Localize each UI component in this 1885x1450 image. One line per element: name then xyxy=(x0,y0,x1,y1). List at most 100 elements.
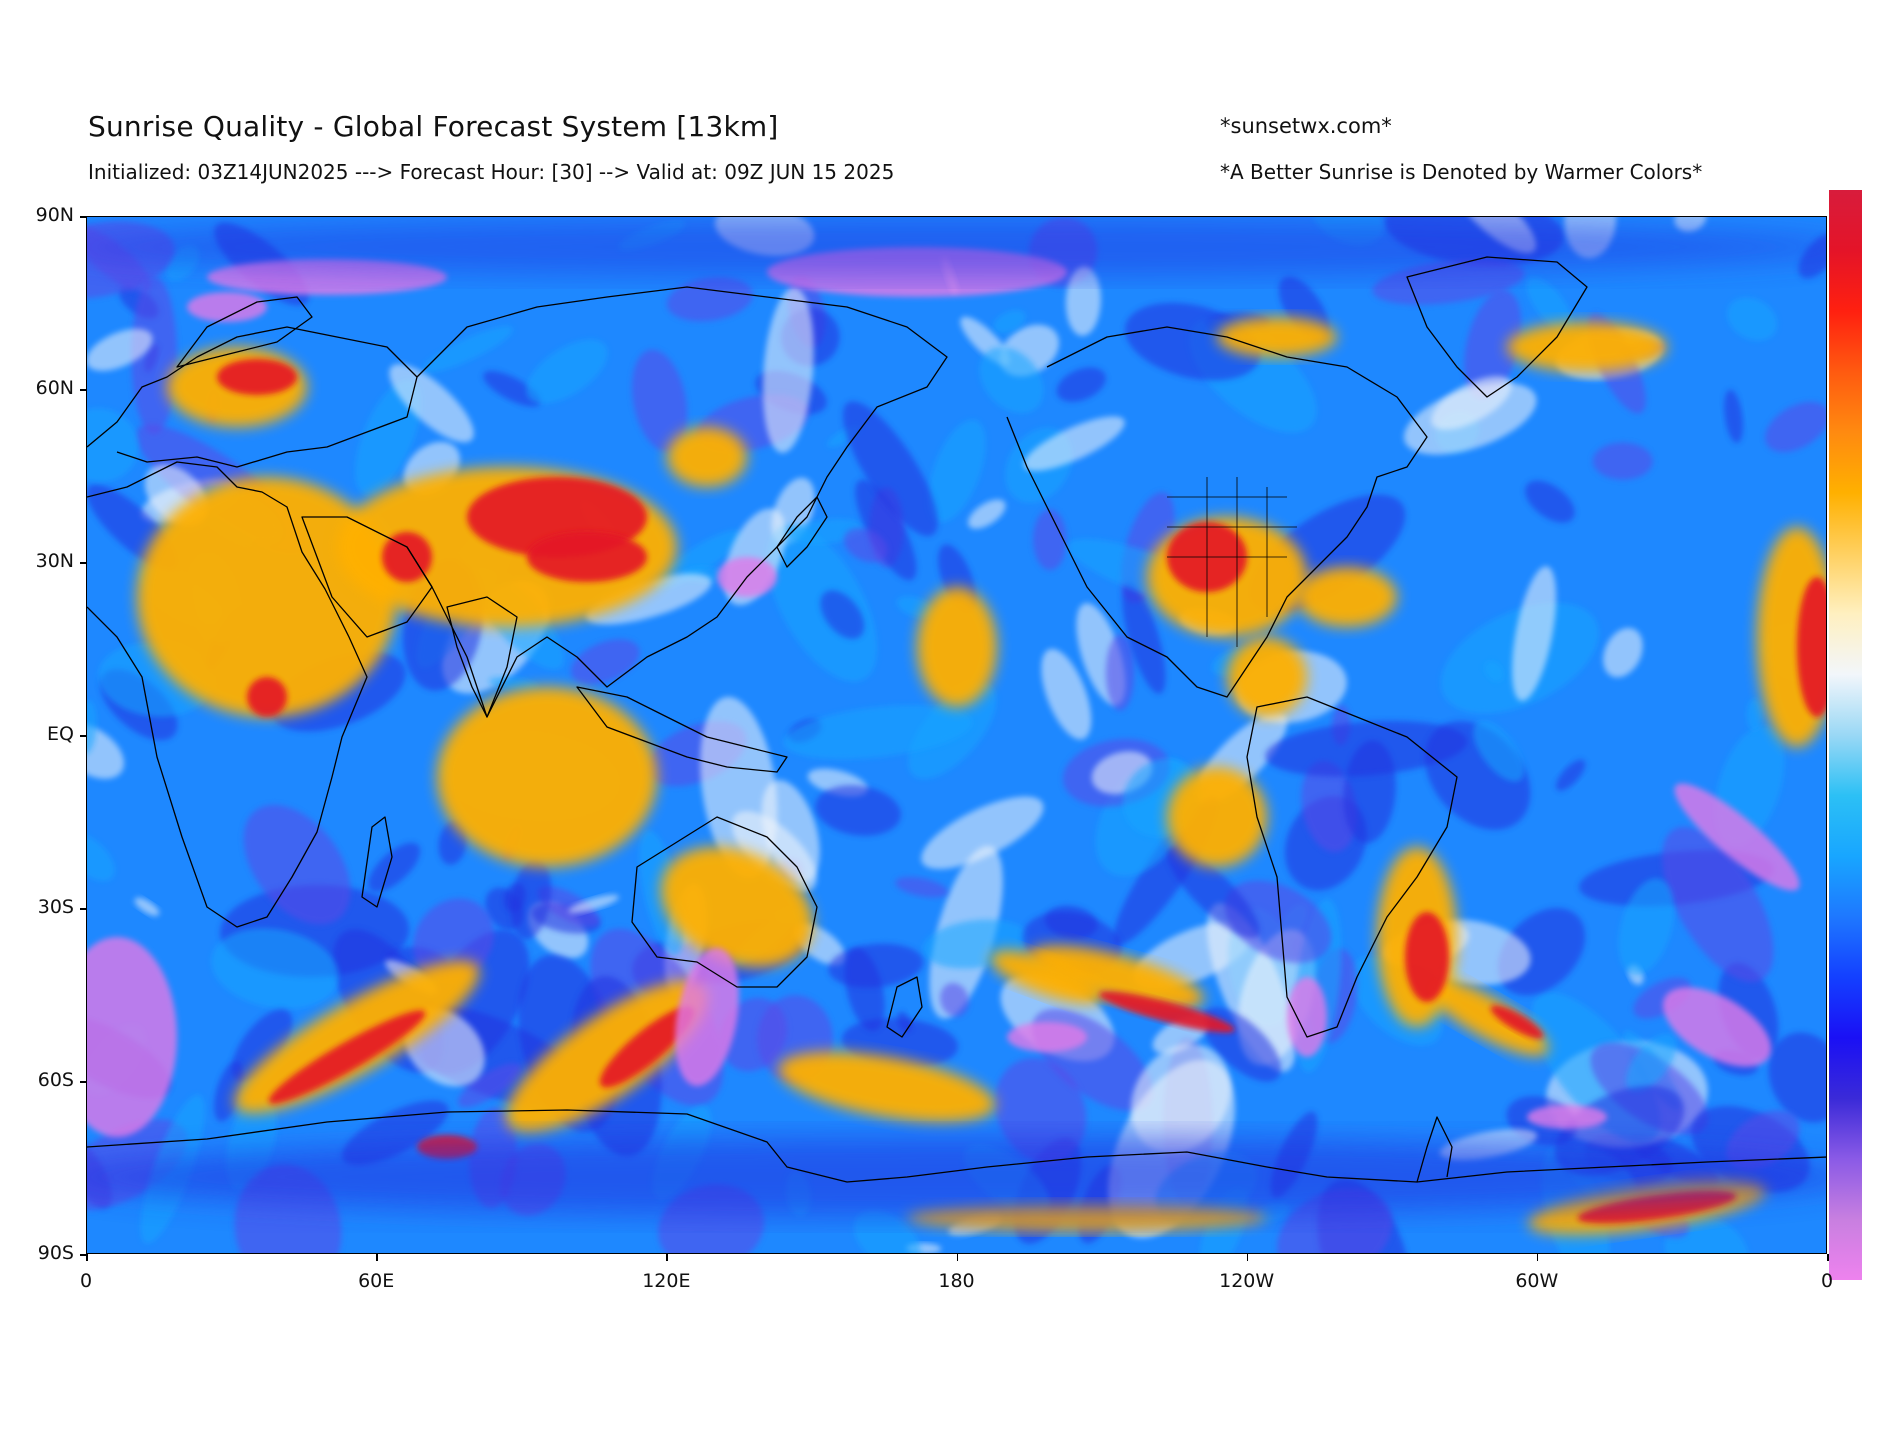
map-canvas xyxy=(87,217,1826,1253)
field-patch xyxy=(87,833,115,882)
field-patch xyxy=(853,1209,921,1253)
chart-title: Sunrise Quality - Global Forecast System… xyxy=(88,110,779,143)
field-patch xyxy=(1167,846,1260,939)
coast-scandinavia xyxy=(176,296,313,368)
field-patch xyxy=(1592,442,1653,480)
field-patch xyxy=(667,427,747,487)
field-patch xyxy=(778,1051,996,1123)
color-note: *A Better Sunrise is Denoted by Warmer C… xyxy=(1220,160,1703,184)
field-patch xyxy=(1746,698,1763,732)
lat-tick-mark xyxy=(80,1081,86,1083)
field-patch xyxy=(137,477,397,717)
field-patch xyxy=(783,705,973,760)
field-patch xyxy=(537,886,600,927)
field-patch xyxy=(675,947,739,1087)
field-patch xyxy=(134,897,160,916)
field-patch xyxy=(1167,767,1267,867)
field-patch xyxy=(1507,322,1667,372)
field-patch xyxy=(843,527,888,563)
field-patch xyxy=(389,364,474,443)
field-patch xyxy=(660,846,814,968)
forecast-map[interactable] xyxy=(86,216,1827,1254)
field-patch xyxy=(1297,567,1397,627)
coast-greenland xyxy=(1406,256,1588,398)
field-patch xyxy=(1217,317,1337,357)
field-patch xyxy=(217,359,297,395)
field-patch xyxy=(1105,634,1135,711)
field-patch xyxy=(1727,297,1778,341)
lat-tick-label: 90S xyxy=(37,1242,74,1264)
field-patch xyxy=(979,347,1044,414)
field-patch xyxy=(437,687,657,867)
field-patch xyxy=(483,370,541,407)
field-patch xyxy=(1527,1105,1607,1129)
coast-asia xyxy=(406,286,948,718)
field-patch xyxy=(87,328,153,371)
coastlines xyxy=(87,256,1826,1183)
field-patch xyxy=(1029,945,1205,1009)
field-patch xyxy=(422,326,513,373)
lon-tick-label: 60W xyxy=(1515,1270,1559,1292)
field-patch xyxy=(187,292,267,322)
field-patch xyxy=(510,858,552,940)
field-patch xyxy=(1626,1033,1677,1093)
field-patch xyxy=(87,937,177,1137)
coast-japan xyxy=(776,496,828,568)
coast-arabia xyxy=(301,516,433,638)
field-patch xyxy=(1056,367,1106,402)
field-patch xyxy=(568,894,619,914)
field-patch xyxy=(700,696,778,878)
coast-madagascar xyxy=(361,816,393,908)
field-patch xyxy=(1674,783,1800,891)
lon-tick-mark xyxy=(1827,1254,1829,1261)
forecast-subtitle: Initialized: 03Z14JUN2025 ---> Forecast … xyxy=(88,160,895,184)
field-patch xyxy=(87,408,139,483)
site-credit: *sunsetwx.com* xyxy=(1220,114,1392,138)
coast-africa xyxy=(87,461,368,928)
field-patch xyxy=(1765,401,1826,453)
field-patch xyxy=(1768,1032,1826,1123)
lon-tick-label: 120W xyxy=(1219,1270,1275,1292)
field-patch xyxy=(506,980,708,1134)
field-patch xyxy=(917,587,997,707)
field-patch xyxy=(815,785,901,836)
lon-tick-label: 0 xyxy=(1820,1270,1834,1292)
field-patch xyxy=(585,573,712,625)
lon-tick-label: 0 xyxy=(79,1270,93,1292)
field-patch xyxy=(526,339,608,404)
field-patch xyxy=(1633,977,1691,1019)
field-patch xyxy=(1724,389,1743,443)
lat-tick-label: 60N xyxy=(35,377,74,399)
field-patch xyxy=(1662,987,1772,1067)
lat-tick-mark xyxy=(80,562,86,564)
coast-indonesia xyxy=(576,686,788,773)
lon-tick-mark xyxy=(376,1254,378,1261)
field-patch xyxy=(1526,277,1574,334)
lat-tick-mark xyxy=(80,908,86,910)
field-patch xyxy=(895,877,948,898)
field-patch xyxy=(243,804,351,925)
coast-india xyxy=(446,596,518,718)
field-patch xyxy=(1227,637,1307,717)
field-patch xyxy=(131,276,177,435)
field-patch xyxy=(87,1137,1826,1217)
field-patch xyxy=(1023,416,1125,471)
lon-tick-mark xyxy=(666,1254,668,1261)
field-patch xyxy=(1007,1022,1087,1052)
colorbar-gradient xyxy=(1829,190,1862,1280)
field-patch xyxy=(1122,581,1166,694)
field-patch xyxy=(828,943,924,988)
lat-tick-mark xyxy=(80,216,86,218)
field-patch xyxy=(1032,509,1067,571)
field-patch xyxy=(1674,217,1707,232)
field-patch xyxy=(820,590,865,639)
lon-tick-label: 60E xyxy=(358,1270,395,1292)
field-patch xyxy=(1555,759,1586,791)
field-patch xyxy=(1405,912,1449,1002)
lon-tick-label: 180 xyxy=(938,1270,975,1292)
field-patch xyxy=(1661,826,1774,983)
field-patch xyxy=(1425,977,1549,1057)
interior-borders xyxy=(1167,477,1297,647)
field-patch xyxy=(990,950,1104,1004)
field-patch xyxy=(1726,1110,1800,1170)
